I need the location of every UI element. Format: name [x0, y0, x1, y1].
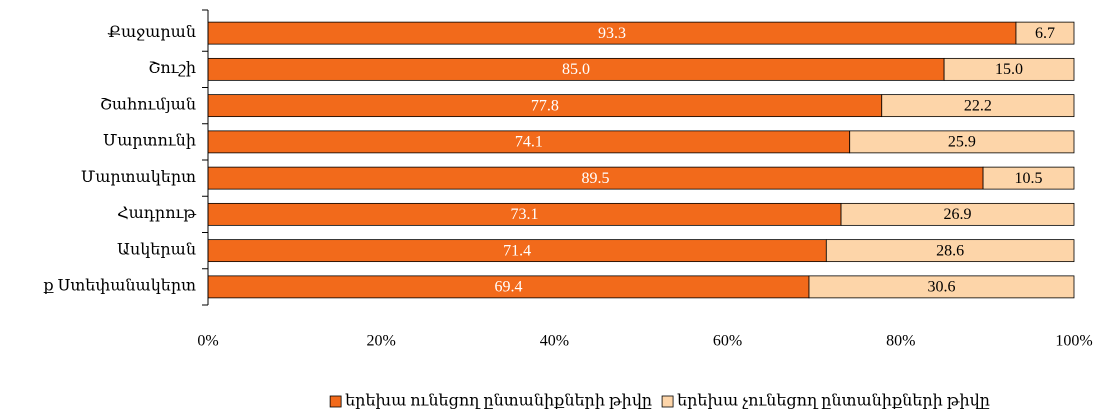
bar-segment	[943, 57, 1075, 81]
y-tick-label: Շահումյան	[100, 96, 196, 113]
value-label: 74.1	[515, 134, 543, 151]
y-tick-label: Հադրութ	[117, 205, 196, 222]
y-tick-label: Ասկերան	[117, 241, 196, 258]
x-tick-label: 60%	[713, 333, 742, 350]
value-label: 10.5	[1015, 170, 1043, 187]
bar-segment	[840, 202, 1075, 226]
bar-segment	[849, 130, 1075, 154]
value-label: 25.9	[948, 134, 976, 151]
y-tick-label: Մարտակերտ	[81, 169, 196, 186]
bar-segment	[982, 166, 1075, 190]
value-label: 26.9	[944, 206, 972, 223]
legend-swatch	[329, 395, 342, 408]
y-tick-label: Քաջարան	[108, 24, 197, 41]
value-label: 6.7	[1035, 25, 1055, 42]
x-tick-label: 100%	[1055, 333, 1092, 350]
bar-segment	[1015, 21, 1075, 45]
value-label: 93.3	[598, 25, 626, 42]
legend-label: երեխա չունեցող ընտանիքների թիվը	[677, 393, 990, 410]
bar-segment	[881, 94, 1075, 118]
x-tick-label: 40%	[540, 333, 569, 350]
x-tick-label: 0%	[197, 333, 218, 350]
y-tick-label: Շուշի	[148, 60, 196, 77]
legend-swatch	[661, 395, 674, 408]
value-label: 89.5	[582, 170, 610, 187]
value-label: 69.4	[495, 279, 523, 296]
bar-segment	[808, 275, 1075, 299]
x-tick-label: 80%	[886, 333, 915, 350]
value-label: 73.1	[511, 206, 539, 223]
value-label: 85.0	[562, 61, 590, 78]
value-label: 30.6	[928, 279, 956, 296]
value-label: 77.8	[531, 97, 559, 114]
y-tick-label: ք Ստեփանակերտ	[43, 278, 196, 295]
value-label: 22.2	[964, 97, 992, 114]
value-label: 15.0	[995, 61, 1023, 78]
legend-label: երեխա ունեցող ընտանիքների թիվը	[345, 393, 652, 410]
bar-segment	[825, 239, 1075, 263]
value-label: 28.6	[936, 242, 964, 259]
x-tick-label: 20%	[367, 333, 396, 350]
y-tick-label: Մարտունի	[103, 133, 196, 150]
value-label: 71.4	[503, 242, 531, 259]
